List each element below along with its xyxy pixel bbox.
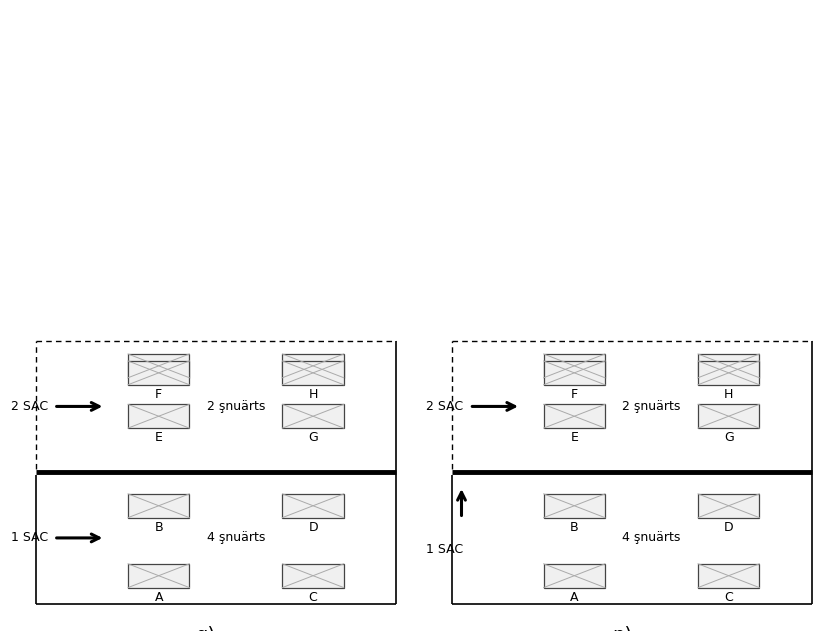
Text: D: D (308, 521, 318, 534)
Bar (697, 361, 758, 385)
Text: G: G (723, 432, 733, 444)
Text: 2 şnuärts: 2 şnuärts (622, 400, 680, 413)
Bar (697, 564, 758, 587)
Bar (543, 361, 605, 385)
Text: p): p) (611, 626, 631, 631)
Bar (543, 354, 605, 378)
Text: G: G (308, 432, 318, 444)
Text: C: C (724, 591, 732, 604)
Bar (282, 361, 343, 385)
Text: 4 şnuärts: 4 şnuärts (207, 531, 265, 545)
Text: g): g) (196, 626, 216, 631)
Bar (543, 564, 605, 587)
Text: H: H (308, 388, 318, 401)
Bar (282, 404, 343, 428)
Text: E: E (570, 432, 577, 444)
Text: A: A (569, 591, 578, 604)
Text: 4 şnuärts: 4 şnuärts (622, 531, 680, 545)
Bar (697, 494, 758, 517)
Text: F: F (155, 388, 162, 401)
Bar (128, 354, 189, 378)
Text: C: C (308, 591, 317, 604)
Bar (697, 354, 758, 378)
Text: B: B (154, 521, 163, 534)
Bar (543, 494, 605, 517)
Bar (128, 494, 189, 517)
Bar (543, 404, 605, 428)
Bar (128, 404, 189, 428)
Bar (282, 564, 343, 587)
Text: 2 SAC: 2 SAC (426, 400, 463, 413)
Bar (697, 404, 758, 428)
Text: A: A (155, 591, 163, 604)
Text: B: B (569, 521, 578, 534)
Text: 1 SAC: 1 SAC (426, 543, 463, 556)
Text: H: H (723, 388, 733, 401)
Bar (282, 494, 343, 517)
Text: D: D (723, 521, 733, 534)
Bar (282, 354, 343, 378)
Text: 2 SAC: 2 SAC (11, 400, 48, 413)
Text: F: F (570, 388, 577, 401)
Text: E: E (155, 432, 162, 444)
Text: 1 SAC: 1 SAC (11, 531, 48, 545)
Bar (128, 564, 189, 587)
Bar (128, 361, 189, 385)
Text: 2 şnuärts: 2 şnuärts (207, 400, 265, 413)
